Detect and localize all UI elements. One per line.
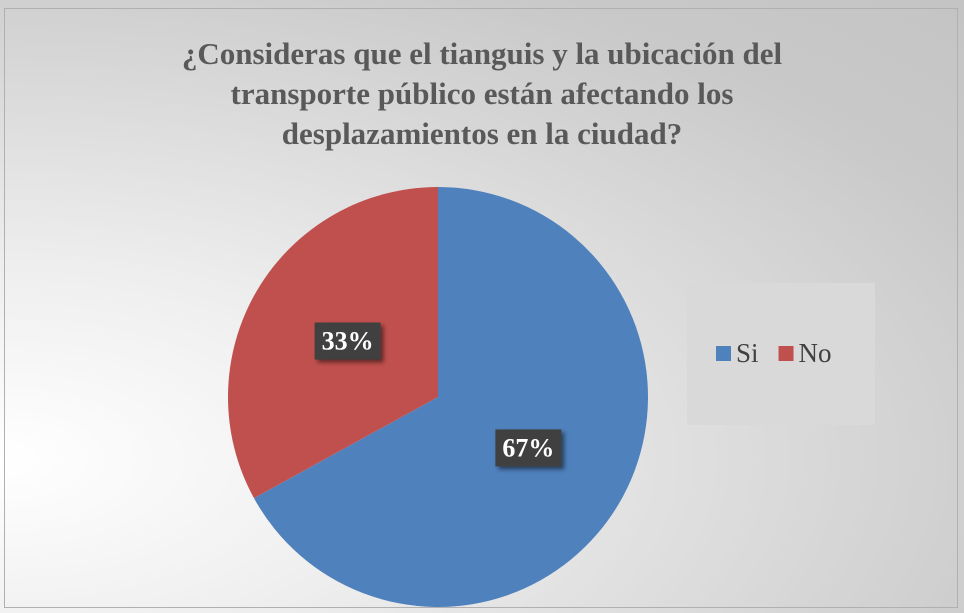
chart-title: ¿Consideras que el tianguis y la ubicaci…: [181, 36, 783, 151]
data-label-box: [495, 429, 562, 467]
data-label: 67%: [495, 429, 562, 467]
chart-frame: [4, 8, 958, 608]
data-label-text: 33%: [322, 327, 374, 356]
data-label-box: [314, 322, 381, 360]
legend-label: No: [799, 338, 832, 368]
legend-swatch: [716, 346, 731, 361]
data-label: 33%: [314, 322, 381, 360]
pie-slice: [253, 187, 648, 608]
legend-swatch: [778, 346, 794, 361]
data-label-text: 67%: [502, 433, 554, 462]
legend-label: Si: [736, 338, 759, 368]
